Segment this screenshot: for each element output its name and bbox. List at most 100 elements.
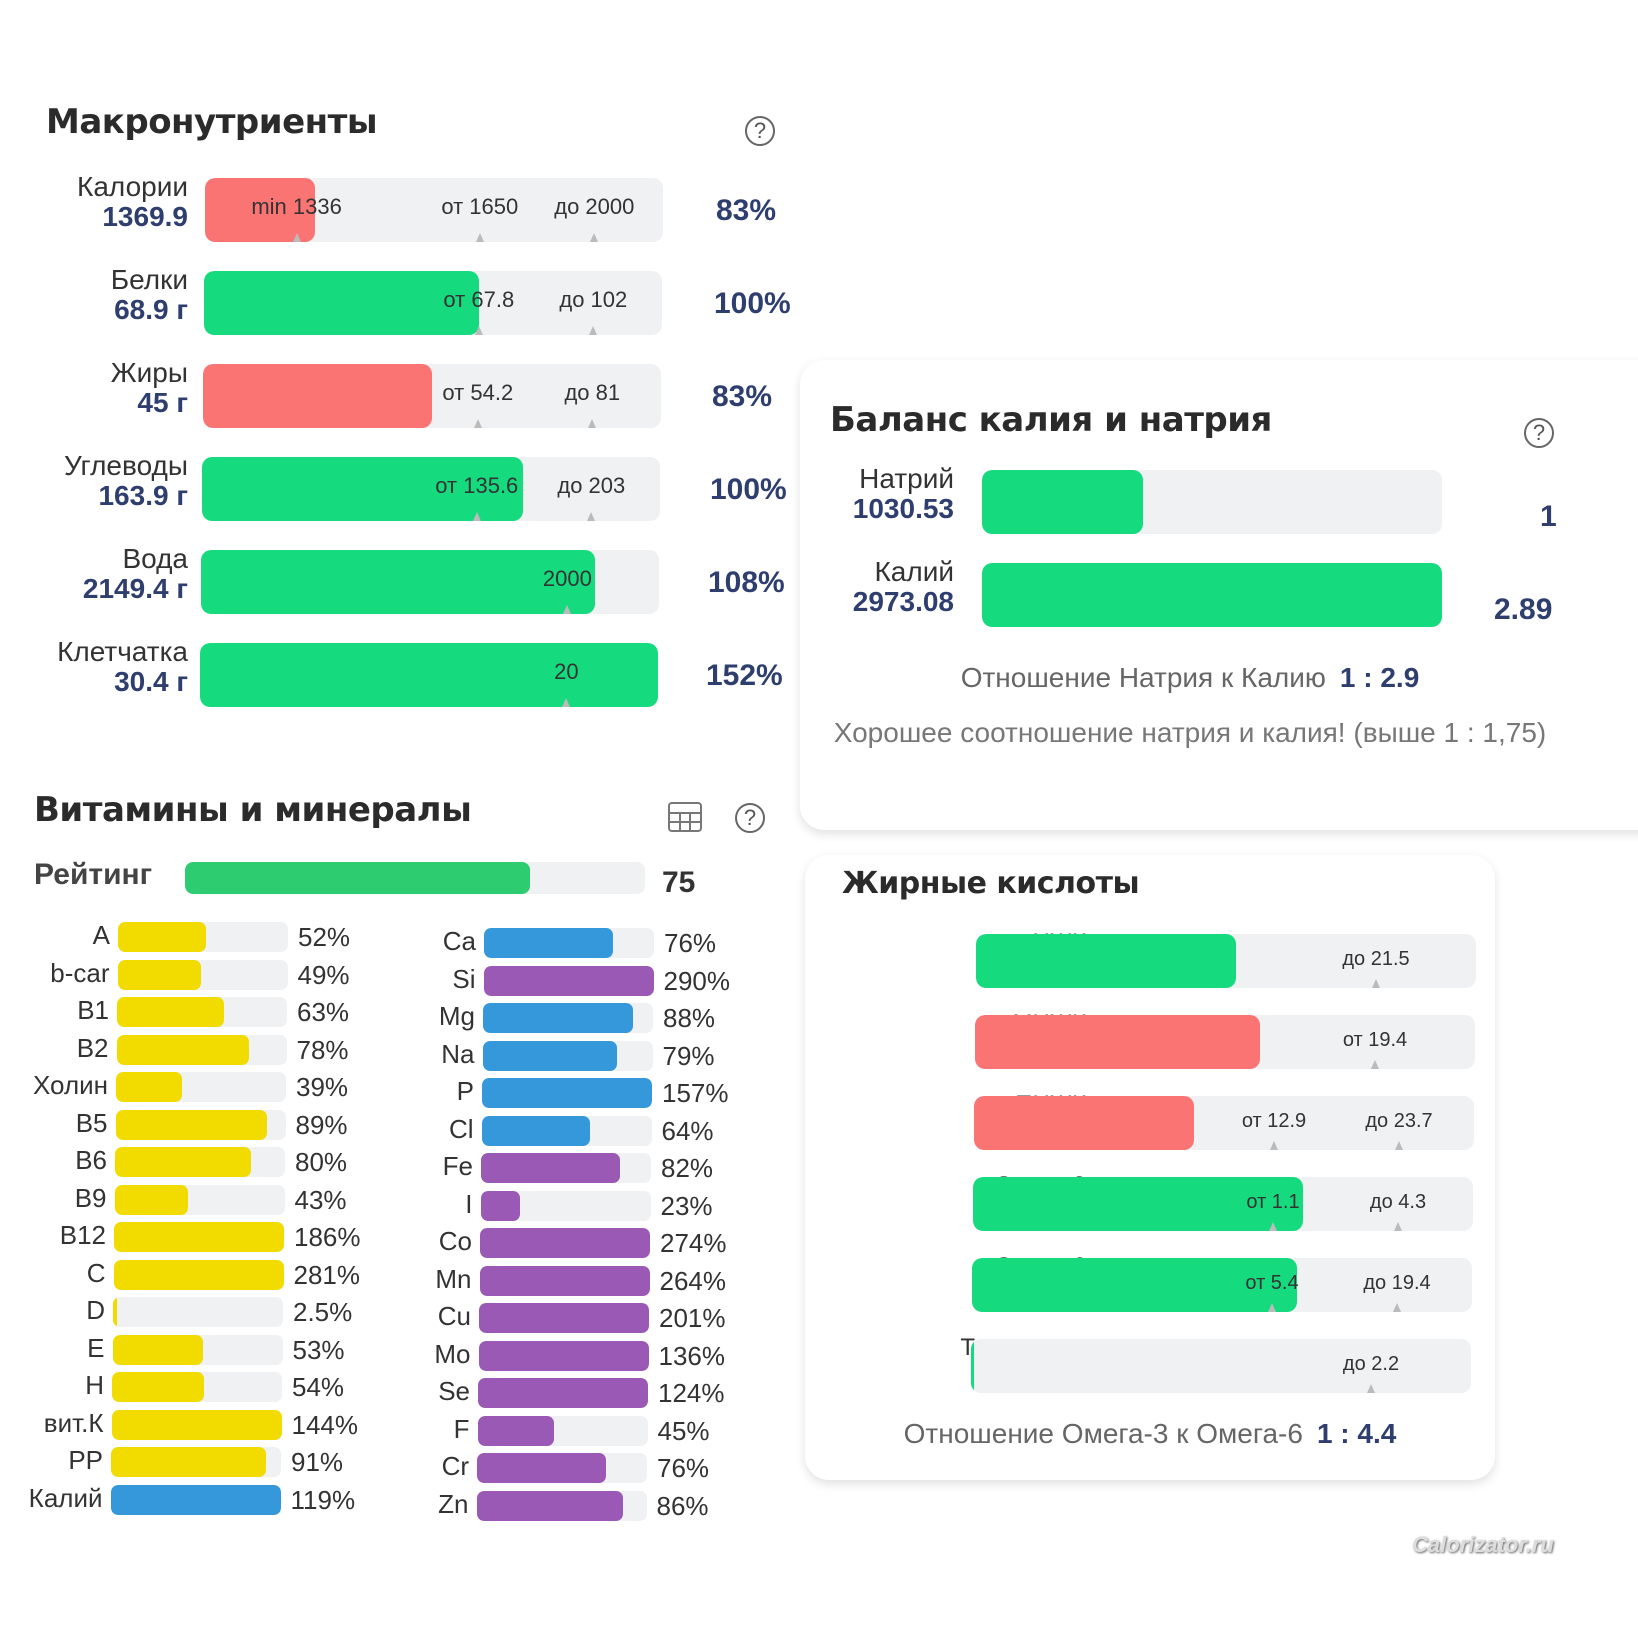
threshold-tick-icon — [1395, 1141, 1403, 1150]
threshold-tick-icon — [1371, 1060, 1379, 1069]
table-icon[interactable] — [668, 802, 702, 832]
fatty-threshold-label: от 5.4 — [1245, 1272, 1299, 1294]
vitamin-bar — [113, 1259, 284, 1290]
vitamin-bar — [114, 1222, 284, 1252]
vitamin-percent: 2.5% — [293, 1297, 353, 1327]
fatty-threshold-label: от 1.1 — [1246, 1191, 1300, 1213]
vitamin-percent: 78% — [296, 1034, 349, 1065]
macro-name: Углеводы — [63, 450, 188, 481]
macro-percent: 100% — [710, 473, 787, 506]
ratio-value: 1 : 2.9 — [1339, 662, 1420, 693]
fatty-bar: от 1.1 до 4.3 — [973, 1177, 1473, 1231]
vitamin-label: B5 — [75, 1107, 108, 1138]
vitamin-bar-fill — [111, 1447, 266, 1477]
threshold-tick-icon — [1393, 1303, 1401, 1312]
threshold-tick-icon — [472, 512, 481, 521]
fatty-row: МНЖК13.637 гот 19.4 — [800, 1011, 1620, 1075]
vitamin-bar — [112, 1372, 282, 1402]
vitamin-bar — [117, 997, 287, 1027]
vitamin-percent: 281% — [293, 1259, 361, 1290]
vitamin-percent: 274% — [660, 1228, 727, 1258]
threshold-tick-icon — [475, 233, 484, 242]
vitamin-bar-fill — [479, 1303, 649, 1333]
vitamin-percent: 144% — [291, 1409, 359, 1440]
help-icon[interactable]: ? — [1524, 418, 1554, 448]
vitamin-bar-fill — [484, 928, 614, 958]
ratio-label: Отношение Натрия к Калию — [960, 662, 1326, 693]
fatty-row: ПНЖК9.468 гот 12.9до 23.7 — [800, 1092, 1620, 1156]
vitamin-bar — [118, 922, 288, 952]
vitamin-label: Cr — [441, 1451, 469, 1481]
ratio-label: Отношение Омега-3 к Омега-6 — [903, 1418, 1303, 1449]
vitamin-label: Ca — [442, 926, 476, 956]
vitamin-percent: 201% — [659, 1303, 726, 1333]
fatty-title: Жирные кислоты — [842, 866, 1140, 901]
threshold-tick-icon — [1372, 979, 1380, 988]
balance-ratio-part: 1 — [1540, 500, 1557, 533]
macro-value: 163.9 г — [98, 480, 188, 511]
vitamin-percent: 82% — [661, 1153, 714, 1183]
balance-value: 2973.08 — [852, 586, 954, 617]
vitamin-percent: 64% — [661, 1115, 714, 1146]
vitamin-bar-fill — [482, 1078, 652, 1108]
help-icon[interactable]: ? — [735, 803, 765, 833]
threshold-tick-icon — [563, 605, 572, 614]
threshold-tick-icon — [1269, 1222, 1277, 1231]
macro-threshold-label: 2000 — [542, 566, 592, 591]
threshold-tick-icon — [590, 233, 599, 242]
balance-bar — [982, 470, 1442, 534]
help-icon[interactable]: ? — [745, 116, 775, 146]
vitamin-bar-fill — [482, 1040, 617, 1071]
vitamin-bar-fill — [114, 1222, 284, 1252]
vitamin-bar-fill — [111, 1409, 282, 1440]
vitamin-bar-fill — [479, 1265, 650, 1296]
vitamin-percent: 23% — [660, 1190, 713, 1221]
vitamin-label: P — [456, 1076, 474, 1106]
macro-value: 45 г — [137, 387, 188, 418]
vitamin-bar-fill — [478, 1340, 649, 1371]
macro-row: Белки 68.9 г от 67.8 до 102 100% — [0, 265, 820, 341]
balance-label: Калий 2973.08 — [853, 557, 954, 617]
threshold-tick-icon — [587, 512, 596, 521]
vitamin-bar — [114, 1184, 285, 1215]
threshold-tick-icon — [292, 233, 301, 242]
macro-value: 2149.4 г — [82, 573, 188, 604]
fatty-threshold-label: до 21.5 — [1342, 948, 1410, 970]
vitamin-percent: 43% — [294, 1184, 347, 1215]
vitamin-bar — [479, 1265, 650, 1296]
macro-name: Калории — [77, 171, 188, 202]
macro-value: 30.4 г — [114, 666, 188, 697]
vitamin-label: B6 — [75, 1145, 107, 1175]
vitamin-bar — [480, 1228, 650, 1258]
balance-bar-fill — [982, 470, 1143, 534]
balance-name: Натрий — [859, 463, 954, 494]
vitamin-bar-fill — [113, 1297, 118, 1327]
threshold-tick-icon — [473, 419, 482, 428]
vitamin-percent: 39% — [296, 1072, 349, 1102]
vitamin-bar — [477, 1453, 647, 1483]
rating-label: Рейтинг — [34, 858, 153, 891]
vitamin-label: Mn — [435, 1263, 472, 1294]
fatty-row: НЖК13.782 гдо 21.5 — [800, 930, 1620, 994]
fatty-bar-fill — [976, 934, 1236, 988]
macro-threshold-label: от 1650 — [441, 194, 519, 219]
vitamin-bar-fill — [113, 1259, 284, 1290]
macro-threshold-label: от 135.6 — [435, 473, 519, 498]
vitamin-bar — [478, 1340, 649, 1371]
vitamin-label: Se — [438, 1376, 470, 1406]
threshold-tick-icon — [562, 698, 571, 707]
macros-list: Калории 1369.9 min 1336 от 1650 до 2000 83% Бе… — [0, 172, 820, 738]
macro-label: Вода 2149.4 г — [83, 544, 188, 604]
watermark: Calorizator.ru — [1412, 1532, 1554, 1557]
vitamin-bar-fill — [480, 1228, 650, 1258]
balance-label: Натрий 1030.53 — [853, 464, 954, 524]
threshold-tick-icon — [1270, 1141, 1278, 1150]
vitamin-percent: 136% — [658, 1340, 726, 1371]
vitamin-label: Si — [452, 963, 476, 994]
vitamins-title: Витамины и минералы — [34, 790, 472, 830]
fatty-bar: от 19.4 — [975, 1015, 1475, 1069]
fatty-bar: до 2.2 — [971, 1339, 1471, 1393]
macro-threshold-label: 20 — [554, 659, 579, 684]
vitamin-bar-fill — [117, 959, 201, 990]
vitamin-bar — [117, 959, 288, 990]
